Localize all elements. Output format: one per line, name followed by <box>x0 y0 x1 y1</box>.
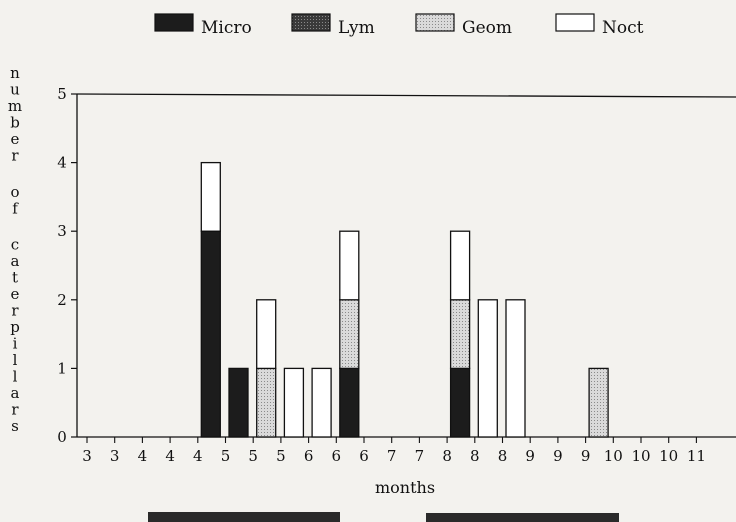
y-tick-label: 5 <box>57 85 67 103</box>
y-axis-title-letter: a <box>11 252 20 270</box>
legend-label: Lym <box>338 18 375 38</box>
y-axis-title-letter: r <box>11 302 19 320</box>
bar-segment-noct <box>283 367 305 438</box>
legend-swatch <box>154 13 194 32</box>
x-tick-label: 5 <box>221 447 231 465</box>
legend-item-micro: Micro <box>154 13 252 38</box>
y-axis-title-letter: e <box>11 130 20 148</box>
y-tick-label: 3 <box>57 222 67 240</box>
x-tick-label: 9 <box>553 447 563 465</box>
x-tick-label: 10 <box>659 447 678 465</box>
x-tick-label: 5 <box>248 447 258 465</box>
bar-segment-geom <box>256 367 277 438</box>
bar-segment-micro <box>339 367 360 438</box>
y-tick-label: 2 <box>57 291 67 309</box>
legend-label: Micro <box>201 18 252 38</box>
y-axis-title-letter: f <box>12 199 19 217</box>
y-tick-label: 4 <box>57 154 67 172</box>
y-axis-title-letter: u <box>10 81 20 99</box>
x-tick-label: 6 <box>304 447 314 465</box>
legend: Micro Lym Geom Noct <box>154 13 644 38</box>
bar-segment-geom <box>449 299 471 370</box>
legend-item-noct: Noct <box>555 13 644 38</box>
y-axis-title-letter: n <box>10 64 20 82</box>
y-axis-title-letter: a <box>11 384 20 402</box>
x-tick-label: 6 <box>332 447 342 465</box>
bar-segment-micro <box>228 367 249 438</box>
x-tick-label: 4 <box>193 447 203 465</box>
x-tick-label: 3 <box>110 447 120 465</box>
x-axis-title: months <box>375 478 435 497</box>
y-axis-title-letter: s <box>11 417 19 435</box>
x-tick-label: 6 <box>359 447 369 465</box>
x-tick-label: 8 <box>470 447 480 465</box>
y-axis-title-letter: r <box>11 147 19 165</box>
bar-segment-geom <box>588 367 609 438</box>
y-axis-title-letter: r <box>11 401 19 419</box>
bar-segment-noct <box>339 230 360 301</box>
legend-swatch <box>415 13 455 32</box>
legend-item-lym: Lym <box>291 13 375 38</box>
bottom-decor-bar-left <box>148 512 340 522</box>
x-tick-label: 3 <box>82 447 92 465</box>
y-axis-title-letter: b <box>10 114 20 132</box>
bar-segment-noct <box>256 299 277 370</box>
x-tick-label: 10 <box>631 447 650 465</box>
bar-segment-noct <box>200 161 221 232</box>
bar-segment-geom <box>339 299 360 370</box>
y-axis-title-letter: o <box>10 183 19 201</box>
legend-label: Geom <box>462 18 512 38</box>
legend-swatch <box>291 13 331 32</box>
y-tick-label: 1 <box>57 359 67 377</box>
x-axis-ticks: 3 3 4 4 4 5 5 5 6 6 6 7 7 8 8 8 9 9 9 10 10 10 11 <box>82 437 706 465</box>
x-tick-label: 8 <box>442 447 452 465</box>
y-axis-title-letter: e <box>11 285 20 303</box>
legend-label: Noct <box>602 18 644 38</box>
legend-item-geom: Geom <box>415 13 512 38</box>
bar-segment-noct <box>449 230 471 301</box>
y-axis-title-letter: i <box>13 335 18 353</box>
bar-segment-micro <box>200 230 221 438</box>
y-axis-ticks: 0 1 2 3 4 5 <box>57 85 77 446</box>
y-axis-title-letter: t <box>12 269 18 287</box>
x-tick-label: 7 <box>415 447 425 465</box>
x-tick-label: 8 <box>498 447 508 465</box>
x-tick-label: 9 <box>525 447 535 465</box>
bottom-decor-bar-right <box>426 513 619 522</box>
bar-segment-noct <box>505 299 526 438</box>
top-border <box>76 93 736 98</box>
bar-segment-micro <box>449 367 471 438</box>
y-axis-title-letter: c <box>11 236 19 254</box>
plot-frame <box>76 93 736 438</box>
y-axis-title-letter: m <box>8 97 22 115</box>
bar-segment-noct <box>311 367 332 438</box>
y-axis-title-letter: l <box>13 351 18 369</box>
y-axis-title-letter: p <box>10 318 20 336</box>
x-tick-label: 4 <box>165 447 175 465</box>
x-tick-label: 9 <box>581 447 591 465</box>
x-tick-label: 10 <box>604 447 623 465</box>
bar-segment-noct <box>477 299 498 438</box>
x-tick-label: 7 <box>387 447 397 465</box>
x-tick-label: 11 <box>687 447 706 465</box>
x-tick-label: 4 <box>138 447 148 465</box>
y-tick-label: 0 <box>57 428 67 446</box>
x-tick-label: 5 <box>276 447 286 465</box>
bars <box>200 161 609 438</box>
legend-swatch <box>555 13 595 32</box>
y-axis-title-letter: l <box>13 368 18 386</box>
